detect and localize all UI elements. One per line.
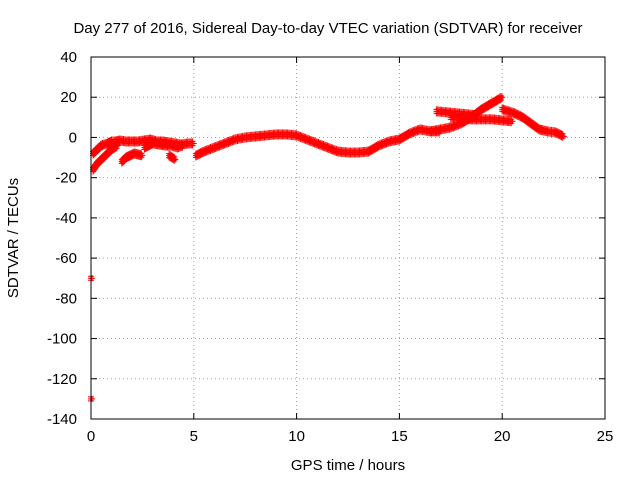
data-point	[384, 140, 391, 147]
x-tick-label: 25	[597, 428, 614, 445]
data-point	[210, 147, 217, 154]
tick-labels: 0 5 10 15 20 25 -140 -120 -100 -80 -60 -40 -20 0 20 40	[47, 49, 613, 445]
data-point	[113, 145, 120, 152]
data-point	[383, 141, 390, 148]
data-point	[217, 143, 224, 150]
data-point	[222, 141, 229, 148]
data-point	[228, 139, 235, 146]
data-point	[202, 150, 209, 157]
data-point	[206, 148, 213, 155]
plot-frame	[90, 56, 606, 420]
data-point	[410, 130, 417, 137]
data-point	[375, 144, 382, 151]
data-point	[220, 142, 227, 149]
data-point	[378, 143, 385, 150]
data-point	[455, 123, 462, 130]
data-point	[224, 141, 231, 148]
data-point	[333, 150, 340, 157]
data-point	[180, 142, 187, 149]
data-point	[114, 142, 121, 149]
grid	[91, 57, 605, 419]
data-point	[89, 395, 96, 402]
chart-title: Day 277 of 2016, Sidereal Day-to-day VTE…	[73, 20, 582, 37]
data-point	[379, 142, 386, 149]
data-point	[498, 96, 505, 103]
data-point	[449, 125, 456, 132]
data-point	[382, 141, 389, 148]
y-tick-label: -40	[55, 210, 77, 227]
data-point	[451, 124, 458, 131]
data-point	[380, 142, 387, 149]
data-point	[407, 131, 414, 138]
x-tick-label: 10	[288, 428, 305, 445]
data-point	[560, 133, 567, 140]
data-point	[509, 118, 516, 125]
data-point	[207, 148, 214, 155]
axis-ticks	[90, 56, 606, 420]
x-tick-label: 15	[391, 428, 408, 445]
data-point	[414, 129, 421, 136]
data-point	[409, 131, 416, 138]
data-point	[559, 134, 566, 141]
data-point	[212, 145, 219, 152]
y-axis-title: SDTVAR / TECUs	[5, 178, 22, 298]
data-point	[89, 275, 96, 282]
data-point	[230, 138, 237, 145]
data-point	[454, 123, 461, 130]
data-point	[377, 143, 384, 150]
data-point	[208, 147, 215, 154]
data-point	[201, 150, 208, 157]
x-axis-title: GPS time / hours	[291, 457, 405, 474]
y-tick-label: -60	[55, 250, 77, 267]
data-point	[229, 139, 236, 146]
data-point	[450, 125, 457, 132]
data-point	[204, 149, 211, 156]
data-point	[496, 97, 503, 104]
y-tick-label: -80	[55, 290, 77, 307]
data-point	[225, 140, 232, 147]
data-point	[215, 144, 222, 151]
data-points	[88, 92, 567, 404]
x-tick-label: 0	[87, 428, 95, 445]
data-point	[213, 145, 220, 152]
data-point	[190, 140, 197, 147]
y-tick-label: -140	[47, 411, 77, 428]
data-point	[413, 129, 420, 136]
y-tick-label: 40	[60, 49, 77, 66]
data-point	[216, 144, 223, 151]
x-tick-label: 20	[494, 428, 511, 445]
y-tick-label: -100	[47, 331, 77, 348]
data-point	[203, 149, 210, 156]
y-tick-label: 0	[69, 129, 77, 146]
data-point	[226, 140, 233, 147]
data-point	[332, 149, 339, 156]
data-point	[452, 124, 459, 131]
x-tick-label: 5	[190, 428, 198, 445]
data-point	[211, 146, 218, 153]
data-point	[172, 156, 179, 163]
data-point	[499, 94, 506, 101]
data-point	[112, 145, 119, 152]
y-tick-label: -20	[55, 170, 77, 187]
data-point	[406, 132, 413, 139]
data-point	[139, 152, 146, 159]
data-point	[447, 126, 454, 133]
data-point	[221, 142, 228, 149]
y-tick-label: 20	[60, 89, 77, 106]
y-tick-label: -120	[47, 371, 77, 388]
data-point	[171, 157, 178, 164]
data-point	[411, 130, 418, 137]
data-point	[219, 143, 226, 150]
